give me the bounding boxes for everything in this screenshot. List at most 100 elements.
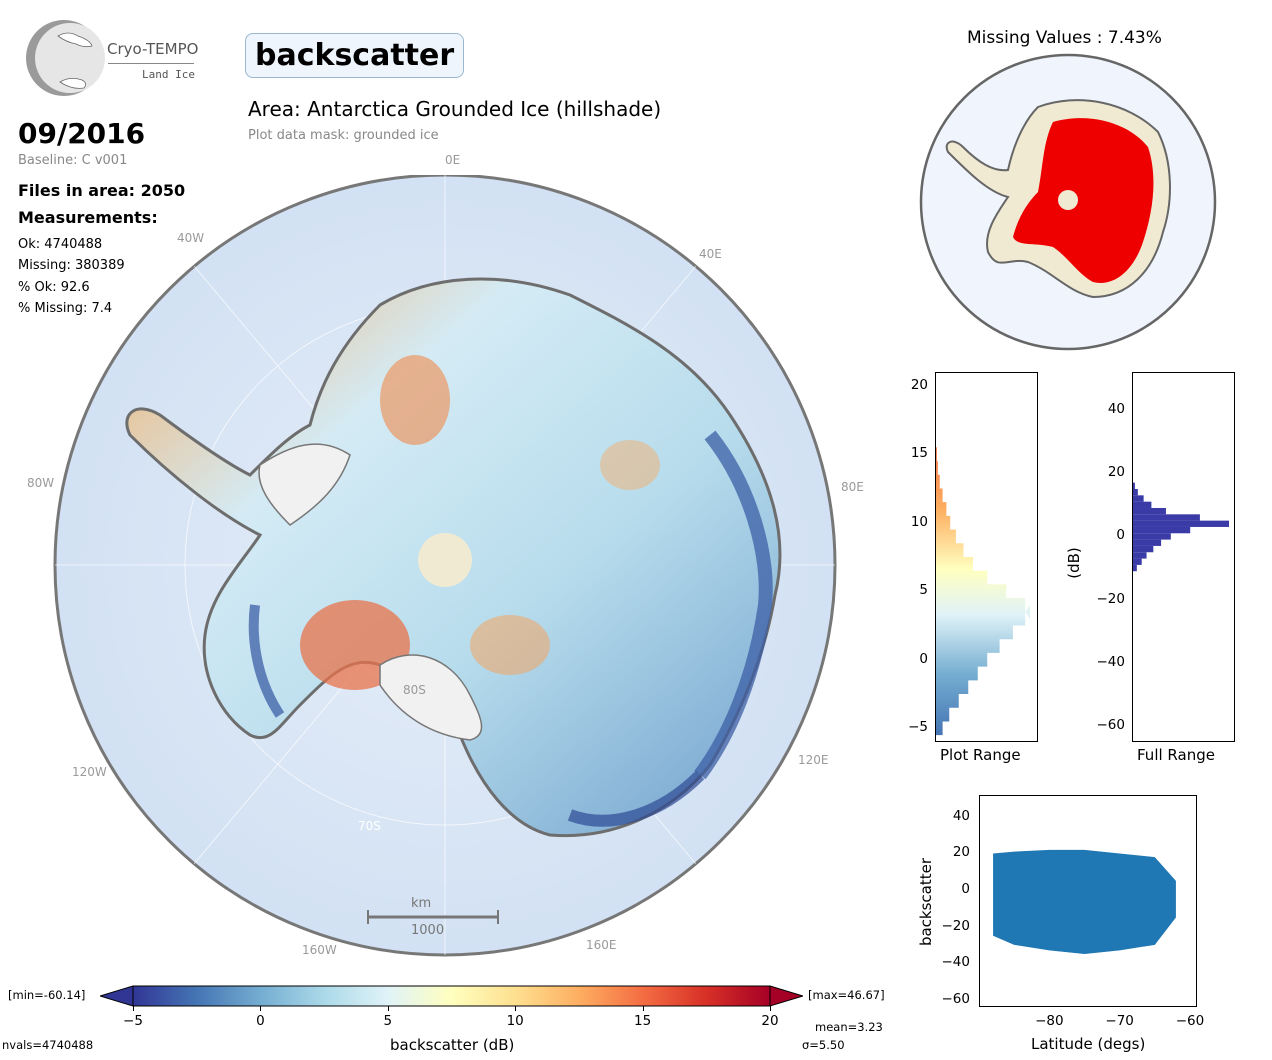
scatter-points <box>993 849 1176 954</box>
full-range-histogram-bar <box>1132 482 1135 490</box>
grid-label-40e: 40E <box>699 247 722 261</box>
plot-range-ytick-label: 5 <box>919 582 928 599</box>
scatter-ytick-label: −40 <box>941 954 971 971</box>
full-range-ytick-label: 0 <box>1116 527 1125 544</box>
full-range-histogram-bar <box>1132 564 1137 572</box>
full-range-ylabel: (dB) <box>1064 547 1083 579</box>
grid-label-120e: 120E <box>798 753 829 767</box>
scalebar-value: 1000 <box>411 923 445 938</box>
date-label: 09/2016 <box>18 117 146 150</box>
grid-label-160e: 160E <box>586 938 617 952</box>
colorbar-tick-label: 20 <box>761 1013 779 1029</box>
colorbar-mean: mean=3.23 <box>815 1020 883 1034</box>
scatter-ytick-label: 20 <box>952 844 970 861</box>
missing-data-region <box>1013 118 1154 283</box>
scatter-xtick-label: −70 <box>1105 1013 1134 1029</box>
full-range-histogram-bars <box>1132 482 1229 572</box>
cryo-tempo-logo: Cryo-TEMPO Land Ice <box>18 16 203 100</box>
plot-range-ytick-label: 15 <box>910 445 928 462</box>
full-range-histogram-bar <box>1132 558 1142 565</box>
measurements-missing: Missing: 380389 <box>18 258 125 273</box>
scatter-xtick-label: −60 <box>1175 1013 1205 1029</box>
full-range-ytick-label: −40 <box>1096 653 1126 670</box>
full-range-histogram-bar <box>1132 539 1162 546</box>
grid-label-80s: 80S <box>403 683 426 697</box>
parameter-title: backscatter <box>245 33 465 78</box>
full-range-histogram-bar <box>1132 526 1191 534</box>
scatter-ytick-label: 40 <box>952 807 970 824</box>
full-range-histogram-bar <box>1132 514 1200 521</box>
colorbar <box>100 985 803 1007</box>
ronne-ice-shelf <box>258 443 351 526</box>
missing-values-map <box>919 53 1217 351</box>
grid-label-160w: 160W <box>302 943 337 957</box>
full-range-histogram-bar <box>1132 489 1138 496</box>
files-in-area: Files in area: 2050 <box>18 181 186 200</box>
colorbar-min-label: [min=-60.14] <box>8 988 86 1002</box>
plot-range-ytick-label: −5 <box>908 719 928 736</box>
colorbar-tick-label: 15 <box>634 1013 652 1029</box>
scatter-ytick-label: 0 <box>961 881 970 898</box>
plot-range-ytick-label: 0 <box>919 650 928 667</box>
plot-range-ytick-label: 10 <box>910 513 928 530</box>
grid-label-120w: 120W <box>72 765 107 779</box>
scatter-ytick-label: −20 <box>941 917 971 934</box>
plot-range-xlabel: Plot Range <box>940 746 1021 764</box>
colorbar-sigma: σ=5.50 <box>802 1038 845 1052</box>
scatter-xtick-label: −80 <box>1035 1013 1064 1029</box>
colorbar-max-extend <box>769 985 803 1007</box>
area-title: Area: Antarctica Grounded Ice (hillshade… <box>248 97 662 121</box>
colorbar-label: backscatter (dB) <box>390 1036 515 1054</box>
plot-range-histogram <box>935 372 1038 742</box>
colorbar-max-label: [max=46.67] <box>808 988 885 1002</box>
grid-label-70s: 70S <box>358 819 381 833</box>
scatter-point-cloud <box>993 849 1176 954</box>
colorbar-tick-mark <box>770 1006 771 1011</box>
full-range-histogram <box>1132 372 1235 742</box>
full-range-histogram-bar <box>1132 533 1171 540</box>
colorbar-tick-mark <box>642 1006 644 1011</box>
measurements-pct-missing: % Missing: 7.4 <box>18 301 113 316</box>
colorbar-nvals: nvals=4740488 <box>2 1038 94 1052</box>
logo-divider <box>108 63 194 64</box>
missing-values-title: Missing Values : 7.43% <box>967 28 1162 48</box>
antarctica-map <box>53 175 837 957</box>
full-range-histogram-bar <box>1132 545 1154 553</box>
baseline-label: Baseline: C v001 <box>18 153 128 168</box>
ross-ice-shelf <box>379 654 483 741</box>
measurements-ok: Ok: 4740488 <box>18 237 103 252</box>
full-range-histogram-bar <box>1132 495 1144 502</box>
plot-range-ytick-label: 20 <box>910 376 928 393</box>
grid-label-80w: 80W <box>27 476 55 490</box>
grid-label-0e: 0E <box>445 153 461 167</box>
measurements-pct-ok: % Ok: 92.6 <box>18 280 90 295</box>
grid-label-40w: 40W <box>177 231 205 245</box>
scatter-ytick-label: −60 <box>941 990 971 1007</box>
full-range-ytick-label: −60 <box>1096 717 1126 734</box>
scatter-xlabel: Latitude (degs) <box>1031 1035 1146 1053</box>
plot-range-histogram-area <box>935 433 1030 736</box>
full-range-xlabel: Full Range <box>1137 746 1215 764</box>
logo-emblem-icon <box>26 20 105 96</box>
colorbar-tick-mark <box>387 1006 389 1011</box>
colorbar-tick-mark <box>133 1006 134 1011</box>
colorbar-tick-mark <box>260 1006 262 1011</box>
mask-note: Plot data mask: grounded ice <box>248 128 439 143</box>
measurements-heading: Measurements: <box>18 208 158 227</box>
logo-name: Cryo-TEMPO <box>107 40 199 58</box>
colorbar-tick-label: −5 <box>123 1013 143 1029</box>
full-range-ytick-label: −20 <box>1096 590 1126 607</box>
latitude-scatter-plot <box>979 795 1197 1007</box>
full-range-histogram-bar <box>1132 501 1152 508</box>
colorbar-tick-label: 10 <box>506 1013 524 1029</box>
full-range-histogram-bar <box>1132 520 1229 527</box>
colorbar-tick-label: 0 <box>256 1013 265 1029</box>
full-range-ytick-label: 40 <box>1107 400 1125 417</box>
scatter-ylabel: backscatter <box>917 857 936 947</box>
plot-range-histogram-bars <box>935 433 1030 736</box>
colorbar-tick-mark <box>515 1006 517 1011</box>
full-range-histogram-bar <box>1132 552 1147 559</box>
grid-label-80e: 80E <box>841 480 864 494</box>
colorbar-min-extend <box>100 985 134 1007</box>
full-range-histogram-bar <box>1132 507 1166 515</box>
